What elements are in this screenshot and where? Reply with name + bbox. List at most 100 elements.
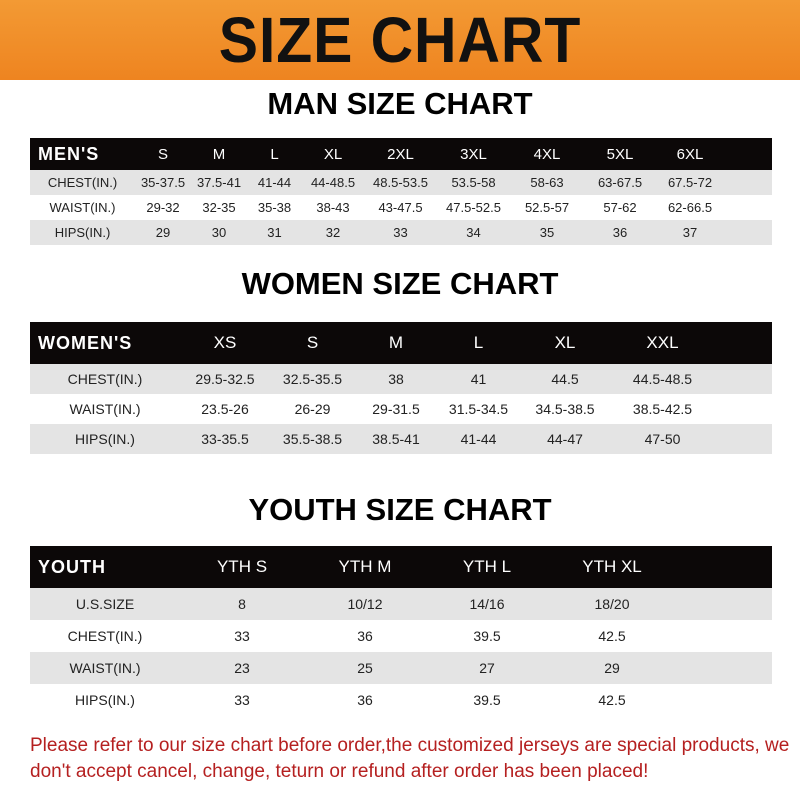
table-cell: 41-44: [460, 431, 497, 447]
table-cell: 36: [612, 225, 628, 240]
table-cell: 53.5-58: [451, 175, 496, 190]
table-cell: 31: [267, 225, 282, 240]
table-cell: 26-29: [294, 401, 331, 417]
table-cell: 32.5-35.5: [282, 371, 343, 387]
table-cell: 33: [234, 628, 250, 644]
table-cell: 10/12: [347, 596, 383, 612]
table-row: WAIST(IN.) 29-32 32-35 35-38 38-43 43-47.5 47.…: [30, 195, 772, 220]
table-cell: 42.5: [598, 692, 626, 708]
table-cell: 5XL: [606, 145, 634, 163]
table-cell: 39.5: [473, 692, 501, 708]
table-cell: 44.5: [551, 371, 579, 387]
row-label: WOMEN'S: [38, 332, 133, 353]
youth-size-table: YOUTH YTH S YTH M YTH L YTH XL U.S.SIZE 8 10/12…: [30, 546, 772, 716]
table-cell: S: [306, 333, 319, 352]
table-cell: YTH M: [338, 557, 392, 576]
table-cell: 30: [211, 225, 227, 240]
table-cell: 41-44: [257, 175, 292, 190]
table-cell: 33-35.5: [201, 431, 249, 447]
table-cell: 36: [357, 692, 373, 708]
table-cell: 34.5-38.5: [535, 401, 595, 417]
table-cell: 52.5-57: [524, 200, 570, 215]
table-row: CHEST(IN.) 33 36 39.5 42.5: [30, 620, 772, 652]
row-label: MEN'S: [38, 143, 100, 164]
table-cell: 33: [234, 692, 250, 708]
row-label: CHEST(IN.): [67, 371, 143, 387]
table-cell: 27: [479, 660, 495, 676]
table-cell: 37: [682, 225, 698, 240]
table-cell: 35-37.5: [140, 175, 186, 190]
table-cell: 37.5-41: [196, 175, 242, 190]
table-cell: 67.5-72: [667, 175, 713, 190]
women-size-table: WOMEN'S XS S M L XL XXL CHEST(IN.) 29.5-32.5 32.5…: [30, 322, 772, 454]
table-cell: YTH S: [216, 557, 268, 576]
row-label: HIPS(IN.): [75, 692, 135, 708]
table-cell: 39.5: [473, 628, 501, 644]
banner: SIZE CHART: [0, 0, 800, 80]
table-cell: 29: [604, 660, 620, 676]
table-cell: XXL: [646, 333, 679, 352]
table-header-row: WOMEN'S XS S M L XL XXL: [30, 322, 772, 364]
table-cell: M: [388, 333, 404, 352]
table-cell: 43-47.5: [378, 200, 423, 215]
table-cell: 48.5-53.5: [373, 175, 428, 190]
table-cell: 63-67.5: [597, 175, 643, 190]
row-label: U.S.SIZE: [75, 596, 135, 612]
table-cell: 23: [234, 660, 250, 676]
table-header-row: YOUTH YTH S YTH M YTH L YTH XL: [30, 546, 772, 588]
table-cell: XS: [213, 333, 237, 352]
row-label: HIPS(IN.): [54, 225, 111, 240]
table-cell: 42.5: [598, 628, 626, 644]
table-row: U.S.SIZE 8 10/12 14/16 18/20: [30, 588, 772, 620]
table-cell: 8: [238, 596, 246, 612]
table-cell: 38.5-41: [372, 431, 420, 447]
table-row: CHEST(IN.) 29.5-32.5 32.5-35.5 38 41 44.5 44.5…: [30, 364, 772, 394]
table-cell: 6XL: [676, 145, 704, 163]
table-cell: 44.5-48.5: [632, 371, 693, 387]
table-cell: 41: [470, 371, 487, 387]
table-cell: 14/16: [469, 596, 505, 612]
table-cell: XL: [554, 333, 576, 352]
table-cell: 33: [393, 225, 408, 240]
table-cell: 18/20: [594, 596, 630, 612]
table-cell: S: [157, 145, 168, 163]
row-label: YOUTH: [38, 556, 106, 577]
table-cell: 29: [155, 225, 171, 240]
table-cell: 3XL: [460, 145, 487, 163]
table-cell: 38.5-42.5: [632, 401, 693, 417]
table-header-row: MEN'S S M L XL 2XL 3XL 4XL 5XL 6XL: [30, 138, 772, 170]
table-cell: L: [270, 145, 279, 163]
table-cell: 58-63: [530, 175, 564, 190]
table-cell: 23.5-26: [201, 401, 249, 417]
table-cell: 29-32: [146, 200, 180, 215]
table-row: HIPS(IN.) 33 36 39.5 42.5: [30, 684, 772, 716]
table-cell: 29-31.5: [372, 401, 420, 417]
table-row: HIPS(IN.) 33-35.5 35.5-38.5 38.5-41 41-44 44-…: [30, 424, 772, 454]
row-label: WAIST(IN.): [69, 660, 141, 676]
banner-title: SIZE CHART: [218, 4, 582, 76]
table-cell: 36: [357, 628, 373, 644]
table-cell: 38: [388, 371, 404, 387]
table-row: WAIST(IN.) 23 25 27 29: [30, 652, 772, 684]
table-cell: 62-66.5: [667, 200, 713, 215]
table-cell: 34: [466, 225, 481, 240]
order-notice: Please refer to our size chart before or…: [30, 735, 790, 782]
men-title: MAN SIZE CHART: [267, 86, 533, 121]
women-title: WOMEN SIZE CHART: [241, 266, 559, 301]
table-cell: 38-43: [316, 200, 350, 215]
table-cell: YTH L: [462, 557, 512, 576]
table-row: WAIST(IN.) 23.5-26 26-29 29-31.5 31.5-34.5 34…: [30, 394, 772, 424]
row-label: HIPS(IN.): [75, 431, 135, 447]
row-label: CHEST(IN.): [67, 628, 143, 644]
table-cell: 32-35: [202, 200, 236, 215]
men-size-table: MEN'S S M L XL 2XL 3XL 4XL 5XL 6XL CHEST(IN.) 35-37…: [30, 138, 772, 245]
table-cell: 44-48.5: [310, 175, 356, 190]
table-row: HIPS(IN.) 29 30 31 32 33 34 35 36 37: [30, 220, 772, 245]
youth-title: YOUTH SIZE CHART: [248, 492, 552, 527]
table-cell: XL: [323, 145, 343, 163]
table-cell: 25: [357, 660, 373, 676]
table-cell: M: [212, 145, 226, 163]
table-cell: 47-50: [644, 431, 681, 447]
table-cell: 32: [325, 225, 341, 240]
table-cell: 31.5-34.5: [448, 401, 509, 417]
